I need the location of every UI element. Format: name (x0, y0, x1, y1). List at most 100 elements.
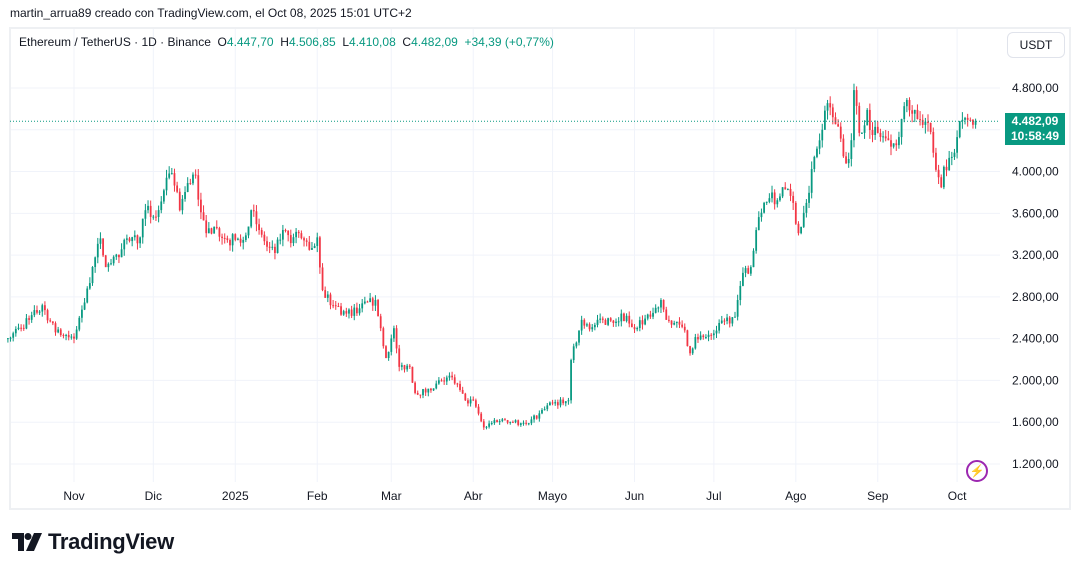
candle-body (210, 228, 213, 234)
candle-body (192, 174, 194, 184)
candle-body (123, 239, 126, 250)
candle-body (416, 392, 419, 395)
candle-body (808, 192, 810, 203)
candle-body (451, 375, 453, 378)
candle-body (194, 174, 197, 176)
candles (7, 83, 977, 430)
candle-body (242, 239, 245, 243)
candle-body (694, 337, 697, 349)
candle-body (763, 202, 765, 213)
candle-body (252, 210, 255, 212)
candle-body (517, 420, 520, 425)
candle-body (281, 230, 284, 240)
low-value: 4.410,08 (349, 35, 396, 49)
candle-body (202, 212, 205, 221)
candle-body (768, 198, 771, 202)
candle-body (133, 235, 136, 238)
candle-body (572, 346, 575, 361)
candle-body (826, 103, 829, 111)
tradingview-logo-icon (12, 533, 42, 551)
candle-body (393, 328, 395, 339)
close-label: C (402, 35, 412, 49)
candle-body (890, 140, 892, 147)
candle-body (427, 388, 430, 393)
candle-body (369, 298, 372, 302)
candle-body (636, 328, 639, 330)
candle-body (601, 318, 604, 320)
candle-body (472, 399, 475, 401)
price-tick-label: 2.400,00 (1012, 332, 1059, 346)
candle-body (337, 306, 340, 308)
candle-body (324, 290, 327, 298)
candle-body (802, 212, 805, 227)
candle-body (165, 177, 168, 191)
currency-button[interactable]: USDT (1007, 32, 1065, 58)
price-axis: 4.800,00 4.000,00 3.600,00 3.200,00 2.800,00… (1012, 81, 1059, 471)
time-tick-label: Mar (381, 489, 402, 503)
candle-body (649, 314, 652, 317)
candle-body (564, 401, 567, 404)
candle-body (65, 334, 67, 336)
candle-body (932, 131, 935, 153)
candle-body (757, 217, 760, 231)
candle-body (308, 241, 311, 250)
candle-body (12, 333, 15, 338)
candle-body (350, 309, 353, 316)
candle-body (38, 311, 41, 313)
candle-body (141, 218, 144, 238)
low-label: L (342, 35, 350, 49)
candle-body (924, 121, 927, 125)
candle-body (509, 421, 512, 423)
candle-body (326, 294, 329, 298)
candle-body (155, 216, 157, 218)
candle-body (797, 223, 800, 234)
candle-body (599, 318, 602, 320)
candle-body (609, 318, 612, 321)
candle-body (279, 239, 282, 241)
candle-body (303, 238, 305, 241)
candle-body (794, 202, 797, 224)
candle-body (974, 121, 977, 125)
candle-body (379, 316, 382, 329)
candle-body (556, 402, 559, 406)
candle-body (197, 175, 200, 200)
candle-body (345, 311, 348, 314)
symbol-title[interactable]: Ethereum / TetherUS · 1D · Binance (19, 35, 211, 49)
candle-body (702, 335, 705, 338)
time-tick-label: Nov (63, 489, 84, 503)
candle-body (498, 421, 501, 423)
candle-body (496, 420, 498, 423)
candle-body (316, 237, 319, 247)
candle-body (522, 422, 525, 424)
candle-body (625, 315, 628, 322)
candle-body (178, 191, 181, 211)
candle-body (734, 316, 736, 318)
candle-body (313, 246, 316, 249)
candle-body (665, 309, 668, 320)
tradingview-logo[interactable]: TradingView (12, 529, 174, 554)
candle-body (292, 237, 295, 244)
candle-body (170, 173, 173, 175)
candle-body (67, 334, 70, 338)
candle-body (30, 315, 33, 320)
candle-body (25, 318, 28, 329)
candle-body (641, 320, 644, 325)
candle-body (78, 317, 81, 330)
candle-body (329, 294, 332, 306)
candle-body (162, 190, 165, 202)
candle-body (443, 380, 446, 382)
candle-body (266, 241, 268, 247)
candle-body (501, 419, 504, 422)
lightning-icon[interactable]: ⚡ (966, 460, 988, 482)
candle-body (620, 313, 623, 322)
candle-body (160, 201, 163, 211)
candle-body (953, 152, 956, 157)
candle-body (57, 329, 60, 333)
candle-body (707, 334, 710, 338)
candle-body (551, 402, 554, 404)
time-tick-label: Abr (464, 489, 483, 503)
candle-body (218, 228, 221, 237)
candle-body (260, 230, 263, 235)
candle-body (749, 267, 752, 274)
